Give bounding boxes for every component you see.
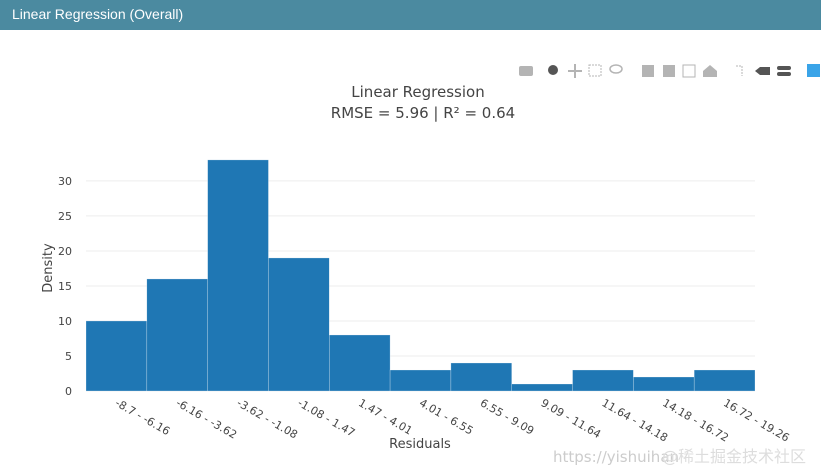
hover-compare-icon[interactable]: [777, 72, 791, 76]
lasso-icon[interactable]: [609, 64, 623, 74]
x-tick-label: 16.72 - 19.26: [721, 396, 792, 444]
y-tick-label: 5: [65, 350, 72, 363]
camera-icon[interactable]: [519, 66, 533, 76]
panel-title: Linear Regression (Overall): [12, 6, 184, 22]
y-tick-label: 20: [58, 245, 72, 258]
zoom-in-icon[interactable]: [642, 65, 654, 77]
y-axis-label: Density: [41, 243, 56, 293]
watermark: https://yishuihan: [553, 448, 679, 466]
y-tick-label: 10: [58, 315, 72, 328]
x-tick-label: -3.62 - -1.08: [235, 396, 300, 441]
zoom-icon[interactable]: [548, 65, 558, 75]
x-axis-label: Residuals: [389, 437, 451, 452]
bar: [572, 369, 634, 392]
x-tick-label: 14.18 - 16.72: [660, 396, 731, 444]
chart: Linear Regression RMSE = 5.96 | R² = 0.6…: [41, 64, 820, 466]
select-icon[interactable]: [588, 64, 602, 77]
x-tick-label: -8.7 - -6.16: [113, 396, 172, 438]
plotly-logo[interactable]: [807, 64, 820, 77]
y-tick-label: 15: [58, 280, 72, 293]
x-tick-label: -1.08 - 1.47: [295, 396, 357, 439]
spike-icon[interactable]: [736, 65, 743, 76]
home-icon[interactable]: [703, 65, 717, 77]
bar: [329, 334, 391, 392]
modebar[interactable]: [519, 64, 820, 78]
y-tick-label: 30: [58, 175, 72, 188]
bar: [146, 278, 208, 392]
x-tick-label: 9.09 - 11.64: [539, 396, 603, 441]
y-tick-label: 25: [58, 210, 72, 223]
y-tick-label: 0: [65, 385, 72, 398]
bar: [450, 362, 512, 392]
pan-icon[interactable]: [568, 64, 582, 78]
x-tick-label: -6.16 - -3.62: [174, 396, 239, 441]
panel-header: Linear Regression (Overall): [0, 0, 821, 30]
bar: [511, 383, 573, 392]
chart-title: Linear Regression: [351, 83, 484, 101]
zoom-out-icon[interactable]: [663, 65, 675, 77]
bar: [389, 369, 452, 392]
hover-closest-icon[interactable]: [755, 67, 770, 75]
watermark: @稀土掘金技术社区: [662, 447, 806, 466]
bar: [633, 376, 695, 392]
x-tick-label: 1.47 - 4.01: [356, 396, 414, 437]
bar: [268, 257, 330, 392]
bar: [207, 159, 269, 392]
x-tick-label: 6.55 - 9.09: [478, 396, 536, 437]
x-tick-label: 4.01 - 6.55: [417, 396, 475, 437]
x-tick-label: 11.64 - 14.18: [599, 396, 670, 444]
autoscale-icon[interactable]: [682, 64, 696, 78]
bar: [693, 369, 756, 392]
hover-compare-icon[interactable]: [777, 66, 791, 70]
bar: [85, 320, 148, 392]
chart-subtitle: RMSE = 5.96 | R² = 0.64: [331, 104, 515, 122]
